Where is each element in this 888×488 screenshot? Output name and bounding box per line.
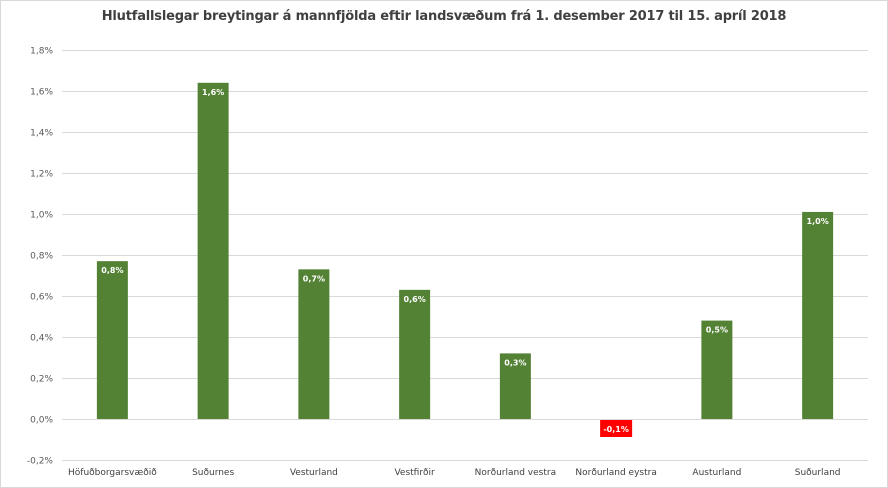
bars: [96, 82, 834, 437]
data-label: 0,3%: [504, 358, 526, 367]
x-tick-label: Norðurland eystra: [575, 468, 656, 478]
x-tick-label: Suðurland: [795, 468, 841, 478]
y-tick-label: 1,2%: [30, 170, 53, 180]
bar: [96, 261, 128, 419]
y-tick-label: 0,6%: [30, 293, 53, 303]
y-tick-label: 1,6%: [30, 88, 53, 98]
y-tick-label: 0,4%: [30, 334, 53, 344]
data-label: 0,6%: [404, 295, 426, 304]
y-axis-labels: -0,2% 0,0% 0,2% 0,4% 0,6% 0,8% 1,0% 1,2% 1,4% 1,6…: [27, 47, 54, 467]
bar: [802, 211, 834, 419]
y-tick-label: 0,8%: [30, 252, 53, 262]
chart-title: Hlutfallslegar breytingar á mannfjölda e…: [101, 9, 787, 24]
data-label: 1,6%: [202, 88, 224, 97]
data-label: 0,8%: [101, 266, 123, 275]
x-tick-label: Höfuðborgarsvæðið: [68, 468, 157, 478]
x-tick-label: Austurland: [692, 468, 741, 478]
x-tick-label: Suðurnes: [192, 468, 234, 478]
data-label: 0,7%: [303, 274, 325, 283]
x-tick-label: Vesturland: [290, 468, 338, 478]
x-axis-labels: Höfuðborgarsvæðið Suðurnes Vesturland Vestf…: [68, 468, 840, 478]
bar: [399, 289, 431, 419]
bar: [600, 420, 633, 437]
data-label: -0,1%: [603, 425, 629, 434]
y-tick-label: 1,8%: [30, 47, 53, 57]
bar: [499, 353, 531, 419]
y-tick-label: 0,0%: [30, 416, 53, 426]
bar: [298, 269, 330, 419]
bar: [701, 320, 733, 419]
data-labels: 0,8% 1,6% 0,7% 0,6% 0,3% -0,1% 0,5% 1,0%: [101, 88, 828, 434]
y-tick-label: -0,2%: [27, 457, 54, 467]
gridlines: [62, 50, 868, 461]
y-tick-label: 1,4%: [30, 129, 53, 139]
data-label: 0,5%: [706, 326, 728, 335]
data-label: 1,0%: [807, 217, 829, 226]
y-tick-label: 0,2%: [30, 375, 53, 385]
y-tick-label: 1,0%: [30, 211, 53, 221]
x-tick-label: Vestfirðir: [394, 468, 435, 478]
x-tick-label: Norðurland vestra: [475, 468, 556, 478]
bar: [197, 82, 229, 420]
